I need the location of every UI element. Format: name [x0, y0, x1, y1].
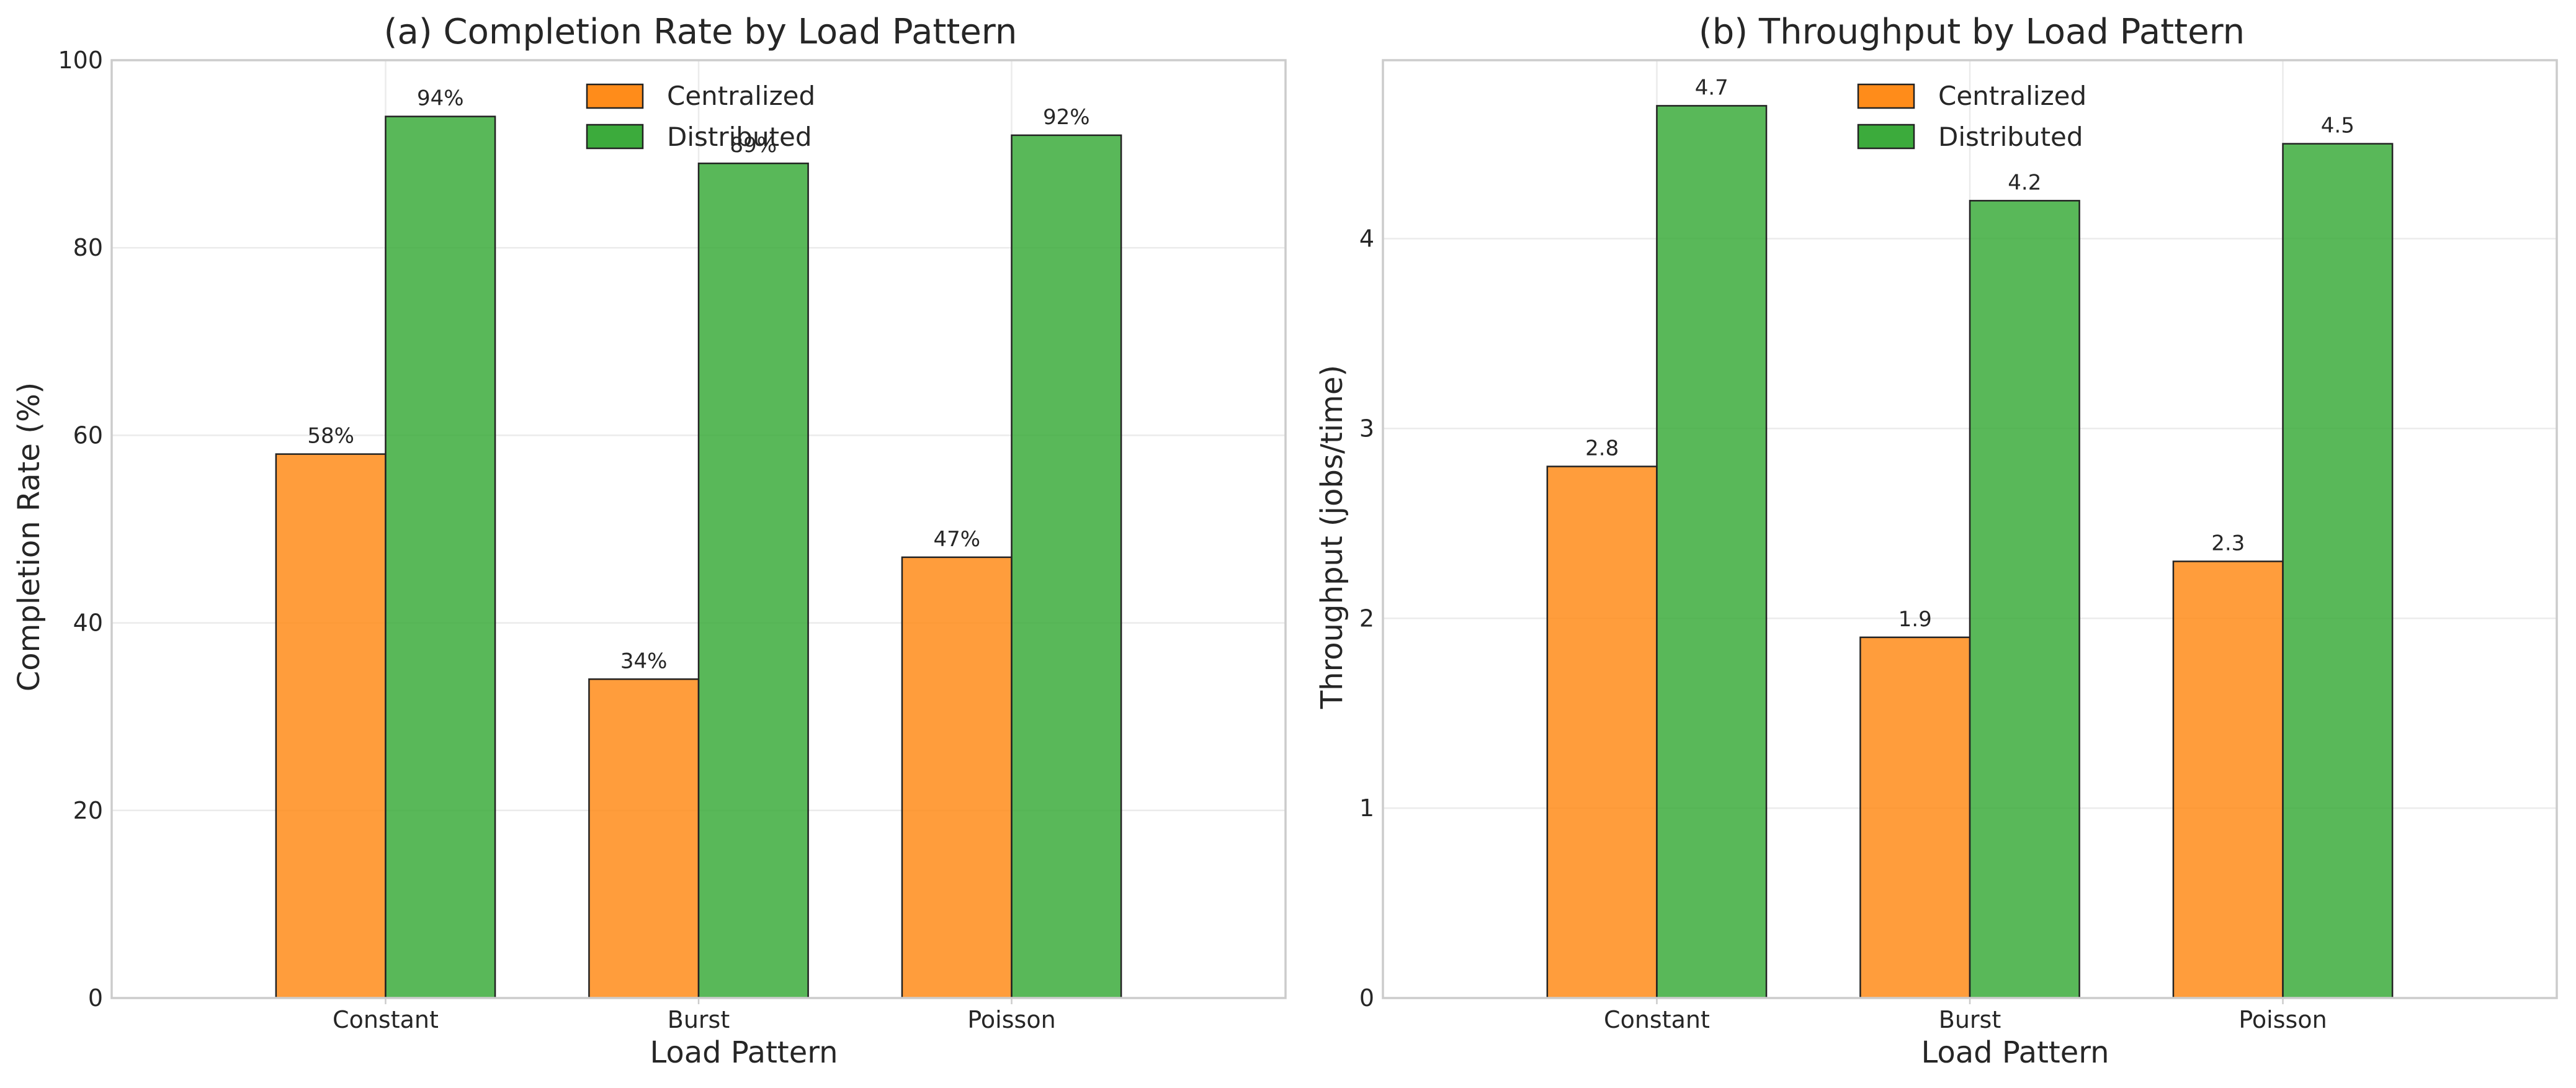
y-axis-label: Completion Rate (%) [12, 382, 47, 692]
value-label-distributed: 4.2 [2008, 170, 2041, 195]
bar-centralized-poisson [2172, 560, 2284, 999]
legend-label-centralized: Centralized [1938, 81, 2086, 111]
chart-title: (a) Completion Rate by Load Pattern [384, 12, 1017, 52]
value-labels: 2.8 1.9 2.3 4.7 4.2 4.5 [1585, 75, 2355, 631]
x-tick-label: Constant [333, 1006, 439, 1033]
y-tick-label: 0 [88, 984, 103, 1012]
plot-frame [1382, 59, 2558, 999]
value-label-distributed: 4.7 [1695, 75, 1729, 100]
x-tick-label: Burst [668, 1006, 730, 1033]
y-axis-label: Throughput (jobs/time) [1315, 365, 1349, 709]
value-label-centralized: 2.3 [2211, 531, 2245, 555]
x-axis-label: Load Pattern [650, 1035, 838, 1070]
y-tick-label: 1 [1359, 794, 1374, 822]
value-label-centralized: 1.9 [1898, 607, 1932, 632]
legend-swatch-centralized [1857, 83, 1915, 109]
bar-distributed-poisson [2282, 143, 2394, 999]
x-tick-label: Poisson [2238, 1006, 2327, 1033]
x-tick-labels: Constant Burst Poisson [1604, 998, 2327, 1033]
bar-centralized-constant [1546, 465, 1658, 999]
value-label-centralized: 2.8 [1585, 436, 1619, 461]
bars [275, 115, 1122, 999]
legend-swatch-centralized [586, 83, 644, 109]
bar-centralized-burst [588, 678, 700, 999]
y-tick-labels: 0 1 2 3 4 [1359, 225, 1374, 1012]
bar-distributed-poisson [1011, 134, 1122, 999]
value-label-distributed: 4.5 [2321, 114, 2355, 138]
y-tick-label: 80 [73, 234, 103, 261]
bars [1546, 105, 2394, 999]
value-labels: 58% 34% 47% 94% 89% 92% [307, 86, 1089, 674]
y-tick-label: 40 [73, 609, 103, 637]
value-label-centralized: 58% [307, 424, 354, 449]
y-tick-label: 0 [1359, 984, 1374, 1012]
x-tick-label: Burst [1939, 1006, 2001, 1033]
value-label-distributed: 92% [1043, 105, 1090, 130]
y-tick-label: 4 [1359, 225, 1374, 253]
value-label-centralized: 47% [933, 527, 980, 552]
y-tick-label: 2 [1359, 605, 1374, 632]
panel-completion-rate: (a) Completion Rate by Load Pattern Comp… [12, 12, 1287, 1070]
x-tick-labels: Constant Burst Poisson [333, 998, 1056, 1033]
value-label-distributed: 94% [417, 86, 464, 111]
legend: Centralized Distributed [586, 81, 815, 152]
bar-distributed-constant [385, 115, 496, 999]
value-label-centralized: 34% [620, 649, 668, 673]
legend-label-distributed: Distributed [1938, 122, 2083, 152]
x-tick-label: Constant [1604, 1006, 1710, 1033]
legend: Centralized Distributed [1857, 81, 2086, 152]
panel-throughput: (b) Throughput by Load Pattern Throughpu… [1315, 12, 2558, 1070]
chart-title: (b) Throughput by Load Pattern [1699, 12, 2245, 52]
legend-label-distributed: Distributed [667, 122, 812, 152]
bar-centralized-burst [1859, 636, 1971, 999]
x-axis-label: Load Pattern [1921, 1035, 2109, 1070]
y-tick-labels: 0 20 40 60 80 100 [58, 47, 103, 1012]
y-tick-label: 20 [73, 797, 103, 824]
plot-frame [110, 59, 1287, 999]
bar-distributed-burst [697, 162, 809, 999]
bar-distributed-burst [1969, 200, 2080, 999]
x-tick-label: Poisson [967, 1006, 1055, 1033]
legend-label-centralized: Centralized [667, 81, 815, 111]
bar-centralized-poisson [901, 556, 1013, 999]
legend-swatch-distributed [586, 124, 644, 150]
value-label-distributed: 89% [730, 133, 777, 158]
bar-distributed-constant [1656, 105, 1768, 999]
bar-centralized-constant [275, 453, 387, 999]
y-tick-label: 3 [1359, 415, 1374, 442]
y-tick-label: 100 [58, 47, 103, 74]
y-tick-label: 60 [73, 421, 103, 449]
legend-swatch-distributed [1857, 124, 1915, 150]
